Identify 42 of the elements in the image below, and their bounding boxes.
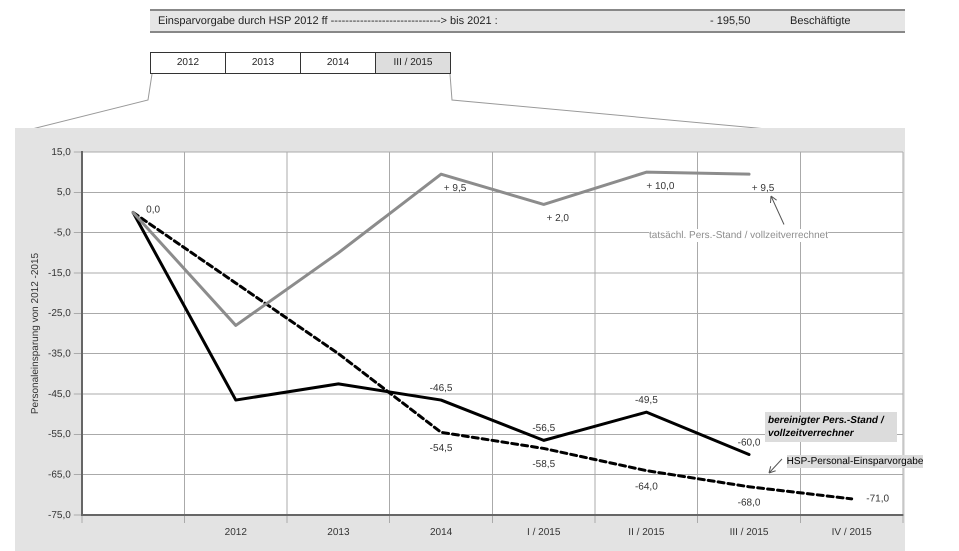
- data-label: + 10,0: [646, 180, 675, 192]
- y-tick-label: -65,0: [48, 469, 72, 480]
- text: - 195,50: [710, 14, 750, 29]
- data-label: + 9,5: [752, 182, 775, 194]
- x-tick-label: 2014: [430, 526, 453, 538]
- text: 2013: [225, 53, 300, 73]
- data-label: -71,0: [866, 494, 890, 505]
- text: 2014: [300, 53, 375, 73]
- data-label: -54,5: [430, 443, 453, 454]
- x-tick-label: III / 2015: [730, 526, 769, 538]
- data-label: -60,0: [738, 437, 761, 448]
- data-label: -56,5: [532, 423, 556, 434]
- data-label: -58,5: [532, 459, 556, 470]
- text: tatsächl. Pers.-Stand / vollzeitverrechnet: [649, 228, 828, 242]
- text: 2012: [176, 56, 200, 70]
- text: III / 2015: [375, 53, 450, 73]
- y-tick-label: -15,0: [48, 268, 72, 279]
- text: Einsparvorgabe durch HSP 2012 ff ------------------------------> bis 2021 :: [158, 14, 498, 29]
- y-tick-label: -35,0: [48, 348, 72, 360]
- text: Beschäftigte: [790, 14, 851, 29]
- data-label: -46,5: [430, 382, 453, 394]
- text: HSP-Personal-Einsparvorgabe: [786, 454, 924, 468]
- data-label: -49,5: [634, 394, 658, 406]
- x-tick-label: 2013: [327, 526, 350, 538]
- y-tick-label: -75,0: [48, 510, 72, 521]
- y-tick-label: -45,0: [48, 388, 72, 400]
- data-label: -68,0: [738, 498, 761, 509]
- x-tick-label: 2012: [224, 526, 248, 538]
- y-tick-label: -25,0: [48, 308, 72, 320]
- data-label: 0,0: [146, 204, 161, 216]
- data-label: -64,0: [634, 481, 658, 492]
- y-axis-title: Personaleinsparung von 2012 -2015: [30, 252, 41, 414]
- x-tick-label: II / 2015: [628, 526, 665, 538]
- y-tick-label: -55,0: [48, 429, 72, 440]
- y-tick-label: 15,0: [51, 146, 72, 158]
- y-tick-label: -5,0: [54, 227, 72, 238]
- text: bereinigter Pers.-Stand / vollzeitverrechner: [765, 412, 898, 442]
- y-tick-label: 5,0: [56, 187, 72, 198]
- data-label: + 9,5: [444, 182, 467, 194]
- x-tick-label: I / 2015: [527, 526, 561, 538]
- data-label: + 2,0: [546, 213, 570, 224]
- x-tick-label: IV / 2015: [832, 526, 872, 538]
